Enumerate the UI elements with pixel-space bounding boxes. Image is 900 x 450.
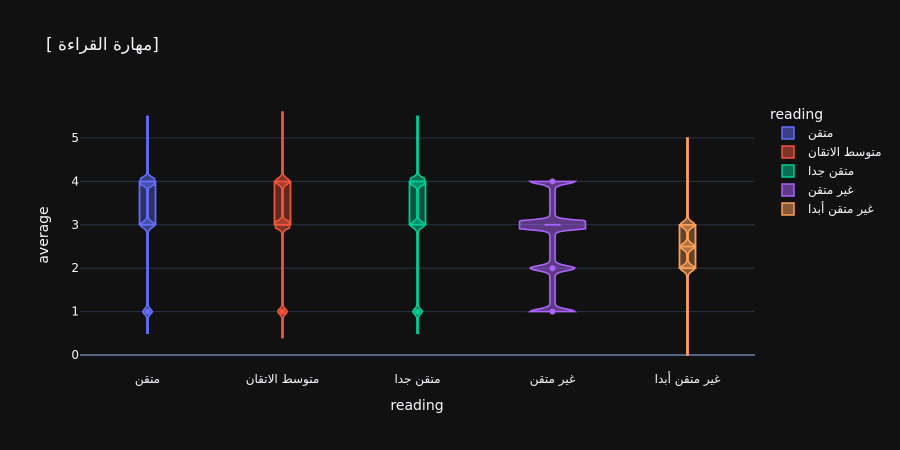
violin-body <box>518 180 587 313</box>
y-axis-title: average <box>36 206 52 263</box>
y-tick-label: 1 <box>71 305 79 319</box>
legend-label: متوسط الاتقان <box>808 145 882 160</box>
violin-traces <box>138 111 697 356</box>
x-tick-label: متقن <box>135 372 160 387</box>
outlier-point <box>144 308 151 315</box>
x-tick-label: متقن جدا <box>394 372 440 387</box>
legend-label: غير متقن أبدا <box>808 201 874 217</box>
x-tick-label: غير متقن أبدا <box>655 371 721 387</box>
x-axis-title: reading <box>390 398 443 414</box>
y-tick-label: 3 <box>71 218 79 232</box>
legend-label: غير متقن <box>808 183 854 198</box>
legend-swatch <box>781 126 795 140</box>
outlier-point <box>279 308 286 315</box>
y-tick-label: 5 <box>71 131 79 145</box>
legend-swatch <box>781 202 795 216</box>
violin-3 <box>518 178 587 315</box>
outlier-point <box>549 178 556 185</box>
violin-0 <box>138 115 157 335</box>
legend-swatch <box>781 183 795 197</box>
x-tick-labels: متقن متوسط الاتقان متقن جدا غير متقن غير متق… <box>135 371 720 387</box>
legend-label: متقن جدا <box>808 164 854 179</box>
x-tick-label: غير متقن <box>530 372 576 387</box>
y-tick-label: 2 <box>71 261 79 275</box>
outlier-point <box>414 308 421 315</box>
x-tick-label: متوسط الاتقان <box>246 372 320 387</box>
legend-swatch <box>781 164 795 178</box>
outlier-point <box>549 265 556 272</box>
box <box>138 180 157 226</box>
violin-2 <box>408 115 427 335</box>
outlier-point <box>549 308 556 315</box>
chart-title: [ مهارة القراءة] <box>46 35 159 55</box>
legend-label: متقن <box>808 126 833 141</box>
box <box>273 180 292 226</box>
legend-swatch <box>781 145 795 159</box>
violin-1 <box>273 111 292 339</box>
y-tick-labels: 0 1 2 3 4 5 <box>71 131 79 362</box>
violin-4 <box>678 137 697 356</box>
box <box>408 180 427 226</box>
legend-title: reading <box>770 107 823 123</box>
y-tick-label: 4 <box>71 174 79 188</box>
y-tick-label: 0 <box>71 348 79 362</box>
legend: reading متقن متوسط الاتقان متقن جدا غير متق… <box>770 107 882 217</box>
